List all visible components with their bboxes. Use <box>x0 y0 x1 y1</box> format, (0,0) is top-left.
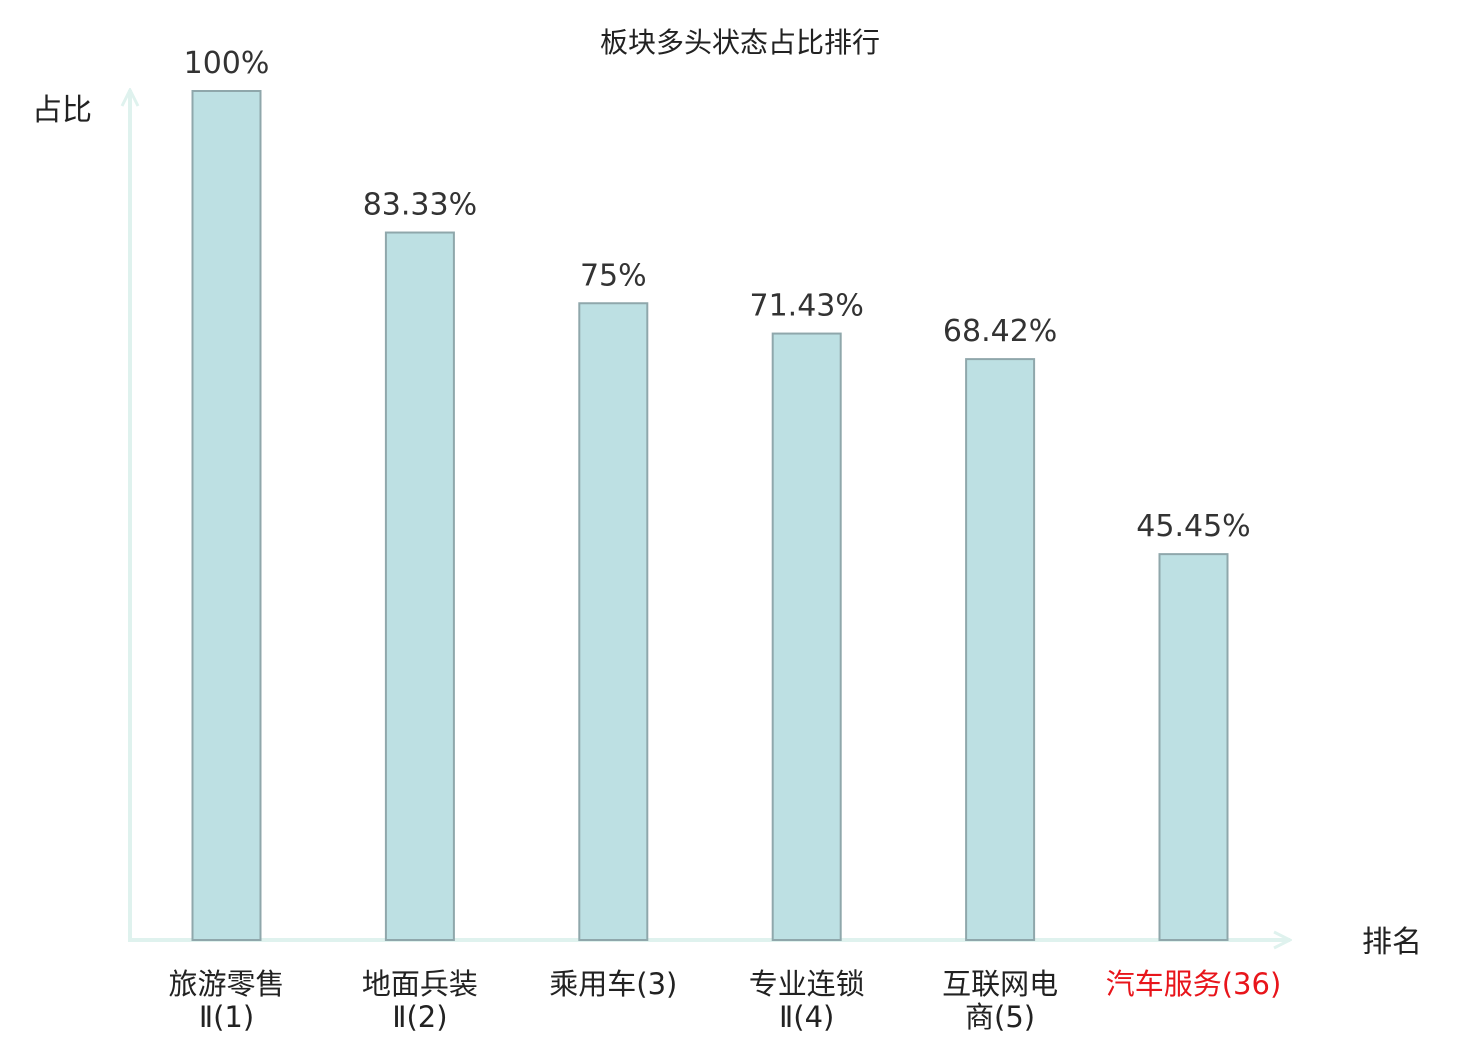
bar-6 <box>1158 553 1229 942</box>
value-label-1: 100% <box>184 46 270 81</box>
y-axis-label: 占比 <box>32 93 92 128</box>
category-label-6: 汽车服务(36) <box>1106 967 1282 1001</box>
category-label-5: 互联网电商(5) <box>942 967 1058 1034</box>
category-label-2: 地面兵装 Ⅱ(2) <box>362 967 478 1034</box>
value-label-2: 83.33% <box>363 188 477 223</box>
bar-1 <box>191 90 262 941</box>
bar-4 <box>771 332 842 941</box>
x-axis-label: 排名 <box>1362 925 1422 960</box>
bar-3 <box>578 302 649 941</box>
category-label-3: 乘用车(3) <box>549 967 677 1001</box>
value-label-5: 68.42% <box>943 314 1057 349</box>
bar-2 <box>384 231 455 941</box>
bars-group <box>191 90 1229 942</box>
value-label-4: 71.43% <box>750 289 864 324</box>
value-label-3: 75% <box>580 258 647 293</box>
category-label-1: 旅游零售 Ⅱ(1) <box>168 967 284 1034</box>
bar-5 <box>965 358 1036 941</box>
category-labels-group: 旅游零售 Ⅱ(1) 地面兵装 Ⅱ(2) 乘用车(3) 专业连锁 Ⅱ(4) 互联网电商(5) 汽车… <box>168 967 1281 1034</box>
value-labels-group: 100% 83.33% 75% 71.43% 68.42% 45.45% <box>184 46 1251 544</box>
chart-title: 板块多头状态占比排行 <box>600 26 880 59</box>
value-label-6: 45.45% <box>1136 509 1250 544</box>
category-label-4: 专业连锁 Ⅱ(4) <box>749 967 865 1034</box>
